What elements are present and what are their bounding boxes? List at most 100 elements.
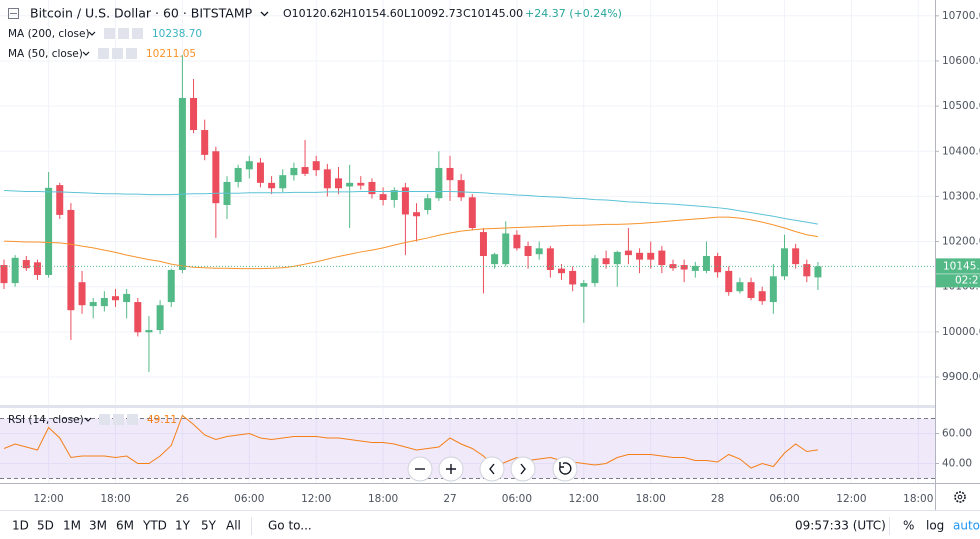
range-button[interactable]: All: [226, 519, 241, 533]
candle-body: [123, 293, 131, 303]
x-tick-label: 06:00: [234, 493, 264, 505]
y-tick-label: 10500.00: [942, 100, 980, 112]
candle-body: [56, 185, 64, 215]
candle-body: [234, 167, 242, 182]
range-button[interactable]: 1M: [63, 519, 81, 533]
rsi-label[interactable]: RSI (14, close): [8, 414, 84, 426]
x-tick-label: 18:00: [903, 493, 933, 505]
remove-icon[interactable]: [127, 414, 138, 425]
countdown-label: 02:27: [955, 274, 980, 286]
legend-close: C10145.00: [463, 7, 523, 20]
collapse-icon[interactable]: [8, 8, 19, 19]
candle-body: [524, 246, 532, 257]
candle-body: [268, 182, 276, 189]
eye-icon[interactable]: [104, 28, 115, 39]
scroll-right-button[interactable]: [510, 456, 536, 482]
ma200-icons: [104, 28, 143, 39]
plus-icon: [446, 464, 456, 474]
x-tick-label: 18:00: [100, 493, 130, 505]
settings-gear-hole: [957, 494, 963, 500]
range-button[interactable]: 1Y: [175, 519, 191, 533]
range-button[interactable]: 5Y: [201, 519, 217, 533]
range-button[interactable]: 1D: [12, 519, 29, 533]
candle-body: [491, 254, 499, 265]
last-price-box: [936, 258, 980, 288]
candle-body: [134, 302, 142, 333]
legend-high: H10154.60: [343, 7, 404, 20]
scroll-left-button[interactable]: [479, 456, 505, 482]
candle-body: [301, 167, 309, 174]
ma50-caret[interactable]: [82, 51, 90, 56]
legend-change: +24.37 (+0.24%): [525, 7, 622, 20]
candle-body: [22, 260, 30, 269]
ma200-value: 10238.70: [152, 28, 202, 40]
range-button[interactable]: 5D: [37, 519, 54, 533]
legend-open: O10120.62: [283, 7, 344, 20]
left-icon: [489, 463, 495, 475]
candle-body: [803, 264, 811, 277]
rsi-band: [0, 418, 935, 479]
pane-separator: [0, 405, 935, 408]
title-caret[interactable]: [260, 11, 269, 17]
eye-icon[interactable]: [99, 414, 110, 425]
candle-body: [346, 182, 354, 187]
candle-body: [390, 190, 398, 201]
settings-icon[interactable]: [113, 414, 124, 425]
goto-button[interactable]: Go to...: [268, 519, 312, 533]
settings-icon[interactable]: [112, 48, 123, 59]
reset-button[interactable]: [552, 456, 578, 482]
y-tick-label: 10700.00: [942, 10, 980, 22]
series-line: [3, 414, 819, 469]
candle-body: [736, 282, 744, 292]
candle-body: [78, 282, 86, 306]
candle-body: [424, 198, 432, 210]
candle-body: [725, 270, 733, 293]
series-line: [3, 216, 819, 270]
range-button[interactable]: 6M: [116, 519, 134, 533]
log-toggle[interactable]: log: [926, 519, 944, 533]
candle-body: [167, 270, 175, 303]
candle-body: [67, 209, 75, 311]
candle-body: [580, 283, 588, 287]
ma50-label[interactable]: MA (50, close): [8, 48, 83, 60]
remove-icon[interactable]: [126, 48, 137, 59]
settings-gear[interactable]: [954, 491, 966, 503]
y-tick-label: 10200.00: [942, 236, 980, 248]
candle-body: [758, 291, 766, 302]
candle-body: [435, 167, 443, 199]
rsi-icons: [99, 414, 138, 425]
candle-body: [212, 151, 220, 204]
series-line: [3, 190, 819, 225]
axes: 12:00 18:00 26 06:00 12:00 18:00 27 06:00 12:00 1…: [33, 10, 980, 505]
rsi-caret[interactable]: [84, 417, 92, 422]
candle-body: [446, 167, 454, 181]
eye-icon[interactable]: [98, 48, 109, 59]
candle-body: [112, 296, 119, 301]
candle-body: [535, 248, 543, 255]
settings-icon[interactable]: [118, 28, 129, 39]
candle-body: [647, 252, 655, 260]
ma200-caret[interactable]: [88, 31, 96, 36]
candle-body: [33, 262, 41, 275]
range-button[interactable]: 3M: [89, 519, 107, 533]
candle-body: [11, 257, 19, 284]
candle-body: [636, 252, 644, 260]
ma200-label[interactable]: MA (200, close): [8, 28, 90, 40]
candle-body: [781, 248, 788, 277]
symbol-title[interactable]: Bitcoin / U.S. Dollar · 60 · BITSTAMP: [30, 6, 253, 21]
y-tick-label: 10300.00: [942, 190, 980, 202]
candle-body: [468, 197, 476, 229]
candle-body: [479, 232, 487, 257]
remove-icon[interactable]: [132, 28, 143, 39]
candle-body: [513, 234, 521, 249]
rsi-value: 49.11: [147, 414, 177, 426]
range-button[interactable]: YTD: [142, 519, 167, 533]
candle-body: [45, 187, 53, 275]
percent-toggle[interactable]: %: [903, 519, 914, 533]
candle-body: [769, 276, 777, 303]
candle-body: [368, 181, 376, 195]
candle-body: [613, 251, 621, 265]
candle-body: [702, 256, 710, 271]
auto-toggle[interactable]: auto: [953, 519, 980, 533]
